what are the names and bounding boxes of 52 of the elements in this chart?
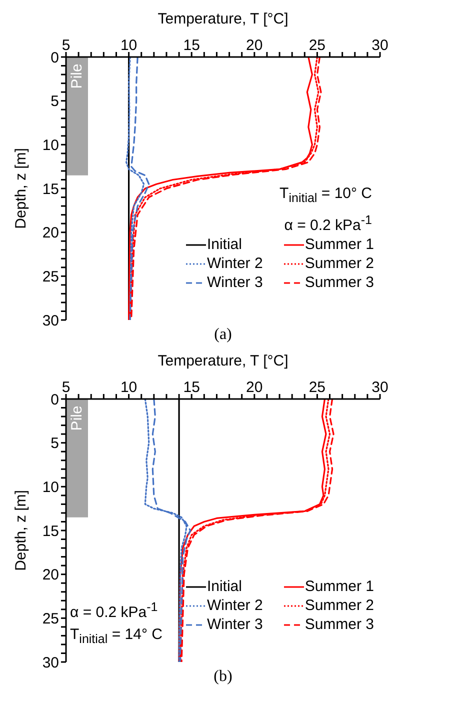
legend-label: Initial <box>206 236 242 253</box>
x-tick-label: 15 <box>183 379 200 396</box>
band-label: Pile <box>68 64 86 89</box>
y-tick-label: 0 <box>50 391 59 408</box>
x-tick-label: 20 <box>246 37 263 54</box>
legend-label: Summer 1 <box>304 236 374 253</box>
annotation: T$_{initial}$ = 10° C <box>280 184 372 207</box>
y-tick-label: 10 <box>42 478 59 496</box>
text: (a) <box>214 326 232 343</box>
x-axis-title: Temperature, T [°C] <box>158 10 288 28</box>
legend-label: Initial <box>206 578 242 595</box>
legend-label: Summer 3 <box>304 274 374 291</box>
x-tick-label: 10 <box>120 379 138 396</box>
y-tick-label: 15 <box>42 180 59 198</box>
band-label: Pile <box>68 406 86 431</box>
legend-label: Winter 3 <box>206 274 263 291</box>
x-tick-label: 5 <box>62 379 70 396</box>
pile-block: Pile <box>66 57 88 176</box>
legend-label: Winter 2 <box>206 597 263 614</box>
x-tick-label: 10 <box>120 37 138 54</box>
y-tick-label: 30 <box>42 312 59 330</box>
y-axis-title: Depth, z [m] <box>12 148 30 229</box>
x-tick-label: 25 <box>308 379 326 396</box>
y-axis-title: Depth, z [m] <box>12 490 30 571</box>
x-tick-label: 30 <box>372 379 388 396</box>
y-tick-label: 20 <box>42 224 59 242</box>
y-tick-label: 5 <box>50 93 59 110</box>
x-tick-label: 15 <box>183 37 200 54</box>
x-axis-title: Temperature, T [°C] <box>158 352 288 370</box>
legend-label: Summer 1 <box>304 578 374 595</box>
y-tick-label: 5 <box>50 435 59 452</box>
annotation: α = 0.2 kPa$^{-1}$ <box>70 599 159 623</box>
x-tick-label: 5 <box>62 37 70 54</box>
y-tick-label: 10 <box>42 136 59 154</box>
y-tick-label: 0 <box>50 49 59 66</box>
legend-label: Winter 2 <box>206 255 263 272</box>
text: (b) <box>214 668 232 685</box>
y-tick-label: 25 <box>42 610 59 628</box>
x-tick-label: 20 <box>246 379 263 396</box>
x-tick-label: 30 <box>372 37 388 54</box>
y-tick-label: 20 <box>42 566 59 584</box>
y-tick-label: 30 <box>42 654 59 672</box>
x-tick-label: 25 <box>308 37 326 54</box>
annotation: T$_{initial}$ = 14° C <box>70 625 162 648</box>
legend-label: Winter 3 <box>206 616 263 633</box>
y-tick-label: 15 <box>42 522 59 540</box>
annotation: α = 0.2 kPa$^{-1}$ <box>283 212 372 236</box>
legend-label: Summer 2 <box>304 597 374 614</box>
y-tick-label: 25 <box>42 268 59 286</box>
legend-label: Summer 2 <box>304 255 374 272</box>
legend-label: Summer 3 <box>304 616 374 633</box>
pile-block: Pile <box>66 399 88 518</box>
